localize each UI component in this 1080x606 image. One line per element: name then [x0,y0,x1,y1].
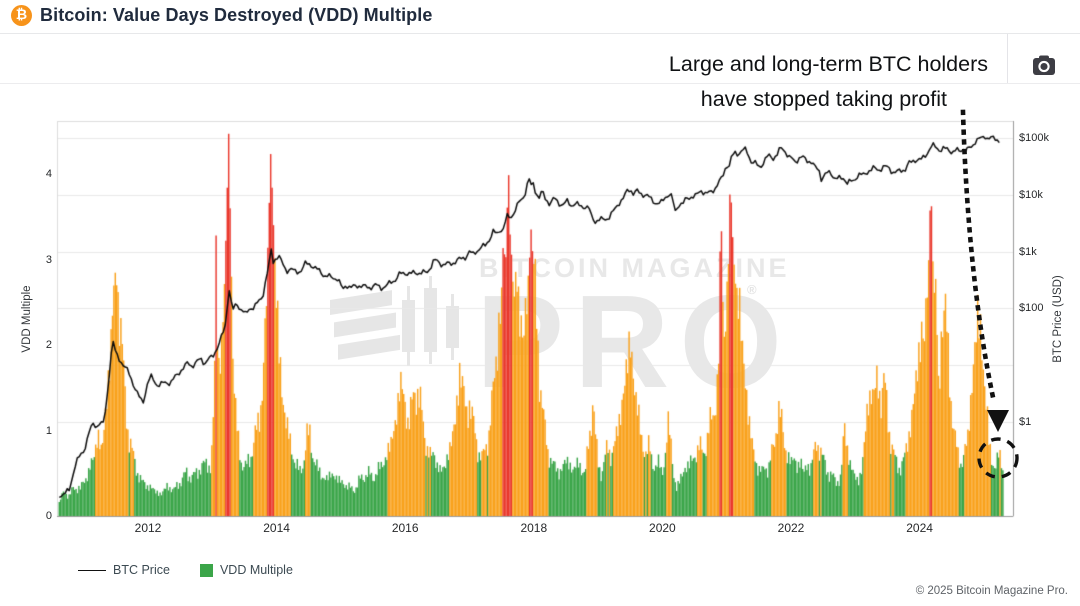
toolbar-vertical-divider [1007,34,1008,83]
legend-label: BTC Price [113,563,170,577]
screenshot-camera-button[interactable] [1030,54,1058,78]
x-tick-label: 2016 [391,521,419,535]
y-right-tick-label: $100 [1019,302,1044,315]
line-swatch-icon [78,569,106,571]
y-left-tick-label: 1 [45,424,52,437]
y-right-tick-label: $100k [1019,132,1049,144]
x-tick-label: 2014 [263,521,290,535]
x-tick-label: 2022 [777,521,805,535]
header-bar [0,0,1080,34]
copyright-text: © 2025 Bitcoin Magazine Pro. [915,585,1068,597]
annotation-text-line1: Large and long-term BTC holders [668,52,988,76]
y-right-tick-label: $1 [1019,416,1032,428]
x-tick-label: 2024 [906,521,933,535]
page-title: Bitcoin: Value Days Destroyed (VDD) Mult… [40,5,433,25]
x-tick-label: 2018 [520,521,548,535]
y-left-tick-label: 4 [45,168,52,180]
x-tick-label: 2012 [134,521,162,535]
annotation-text-line2: have stopped taking profit [700,87,947,111]
y-right-tick-label: $1k [1019,245,1037,258]
y-right-tick-label: $10k [1019,188,1043,201]
legend: BTC Price VDD Multiple [78,563,293,577]
legend-item-vdd-multiple[interactable]: VDD Multiple [199,563,293,577]
bitcoin-icon: ₿ [11,5,32,26]
y-right-axis-title: BTC Price (USD) [1052,275,1064,363]
square-swatch-icon [199,563,213,577]
y-left-axis-title: VDD Multiple [21,285,33,353]
legend-item-btc-price[interactable]: BTC Price [78,563,170,577]
x-tick-label: 2020 [649,521,676,535]
toolbar-divider [0,83,1080,84]
y-left-tick-label: 0 [45,510,52,522]
camera-icon [1033,55,1055,75]
y-left-tick-label: 3 [45,253,52,266]
y-left-tick-label: 2 [45,339,52,351]
legend-label: VDD Multiple [219,563,293,577]
